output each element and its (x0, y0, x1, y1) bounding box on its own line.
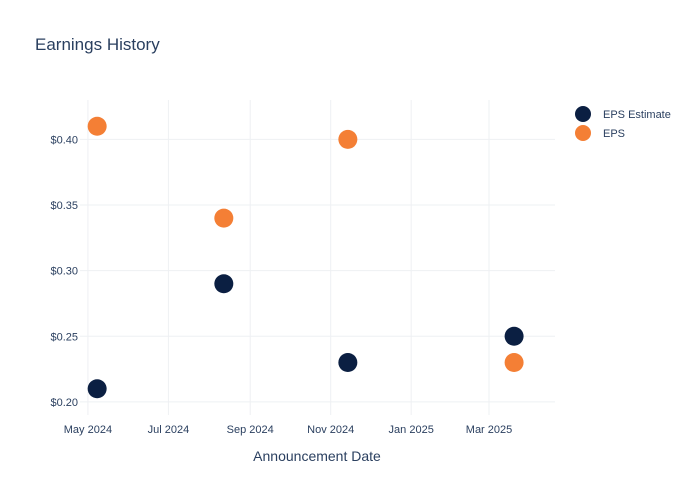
y-tick-label: $0.30 (50, 266, 78, 278)
x-tick-label: Mar 2025 (466, 424, 512, 436)
y-tick-label: $0.40 (50, 134, 78, 146)
eps-point[interactable] (214, 208, 234, 228)
legend-label-eps-estimate: EPS Estimate (603, 109, 671, 121)
y-axis-ticks: $0.20 $0.25 $0.30 $0.35 $0.40 (50, 134, 78, 409)
x-tick-label: May 2024 (64, 424, 112, 436)
x-tick-label: Sep 2024 (227, 424, 274, 436)
x-axis-title: Announcement Date (253, 448, 381, 464)
eps-estimate-point[interactable] (214, 274, 234, 294)
x-tick-label: Jul 2024 (148, 424, 190, 436)
data-points (87, 116, 524, 399)
y-tick-label: $0.20 (50, 397, 78, 409)
eps-point[interactable] (338, 129, 358, 149)
y-tick-label: $0.35 (50, 200, 78, 212)
legend-marker-eps-estimate (575, 106, 591, 122)
grid (80, 100, 555, 415)
chart-title: Earnings History (35, 35, 160, 54)
legend-marker-eps (575, 125, 591, 141)
eps-point[interactable] (504, 353, 524, 372)
eps-estimate-point[interactable] (504, 326, 524, 346)
eps-estimate-point[interactable] (338, 353, 358, 372)
eps-point[interactable] (87, 116, 107, 136)
y-tick-label: $0.25 (50, 331, 78, 343)
x-tick-label: Nov 2024 (307, 424, 354, 436)
x-tick-label: Jan 2025 (389, 424, 434, 436)
legend[interactable]: EPS Estimate EPS (575, 106, 671, 141)
eps-estimate-point[interactable] (87, 379, 107, 399)
legend-label-eps: EPS (603, 128, 625, 140)
x-axis-ticks: May 2024 Jul 2024 Sep 2024 Nov 2024 Jan 2025… (64, 424, 513, 436)
